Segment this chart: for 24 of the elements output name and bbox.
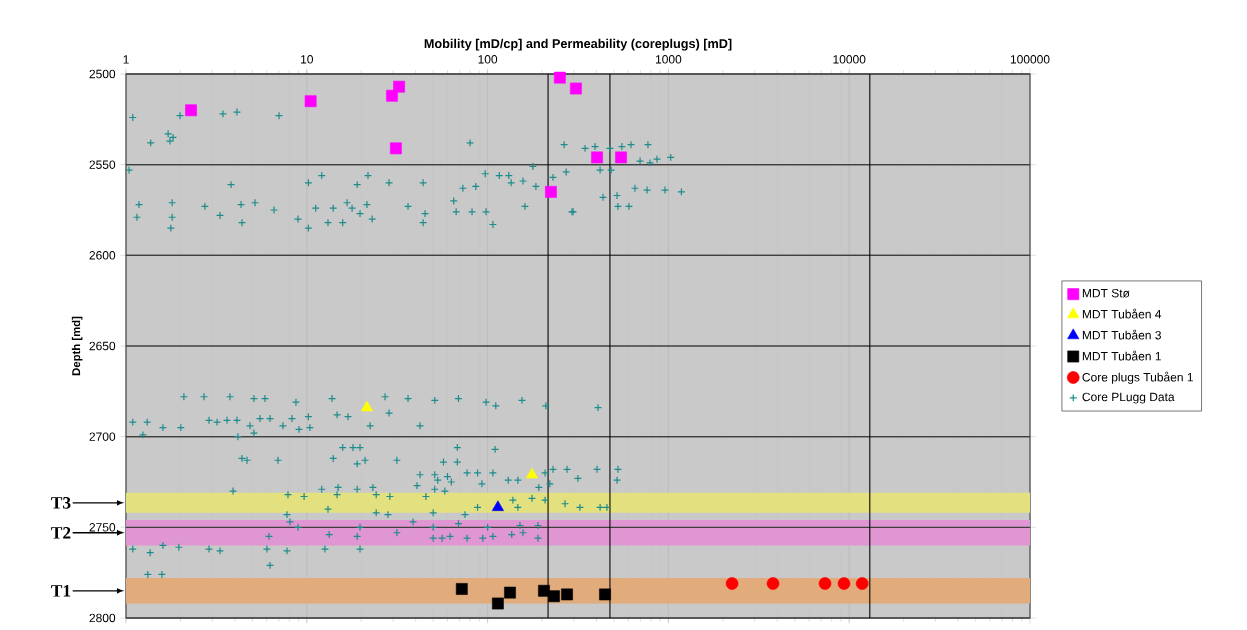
y-axis-title: Depth [md] <box>71 316 83 376</box>
band-label: T2 <box>51 527 71 539</box>
band-label: T3 <box>51 497 71 509</box>
y-tick-label: 2550 <box>89 160 116 169</box>
x-tick-label: 10 <box>301 55 314 64</box>
x-tick-label: 10000 <box>833 55 866 64</box>
x-tick-label: 1 <box>123 55 129 64</box>
y-tick-label: 2500 <box>89 69 116 79</box>
band-label: T1 <box>51 585 71 597</box>
y-tick-label: 2600 <box>89 251 116 260</box>
y-tick-label: 2750 <box>89 523 116 532</box>
x-tick-label: 1000 <box>655 55 682 64</box>
x-axis-title: Mobility [mD/cp] and Permeability (coreplugs) [mD] <box>424 38 732 51</box>
x-tick-label: 100000 <box>1010 55 1050 64</box>
legend-label: MDT Tubåen 3 <box>1082 329 1161 340</box>
legend-label: MDT Tubåen 4 <box>1082 308 1162 319</box>
legend-label: MDT Stø <box>1082 288 1130 298</box>
legend-label: Core plugs Tubåen 1 <box>1082 371 1193 384</box>
y-tick-label: 2650 <box>89 341 116 351</box>
legend-label: MDT Tubåen 1 <box>1082 350 1161 361</box>
legend-label: Core PLugg Data <box>1082 392 1175 404</box>
x-tick-label: 100 <box>478 55 498 64</box>
y-tick-label: 2700 <box>89 432 116 441</box>
y-tick-label: 2800 <box>89 613 116 623</box>
